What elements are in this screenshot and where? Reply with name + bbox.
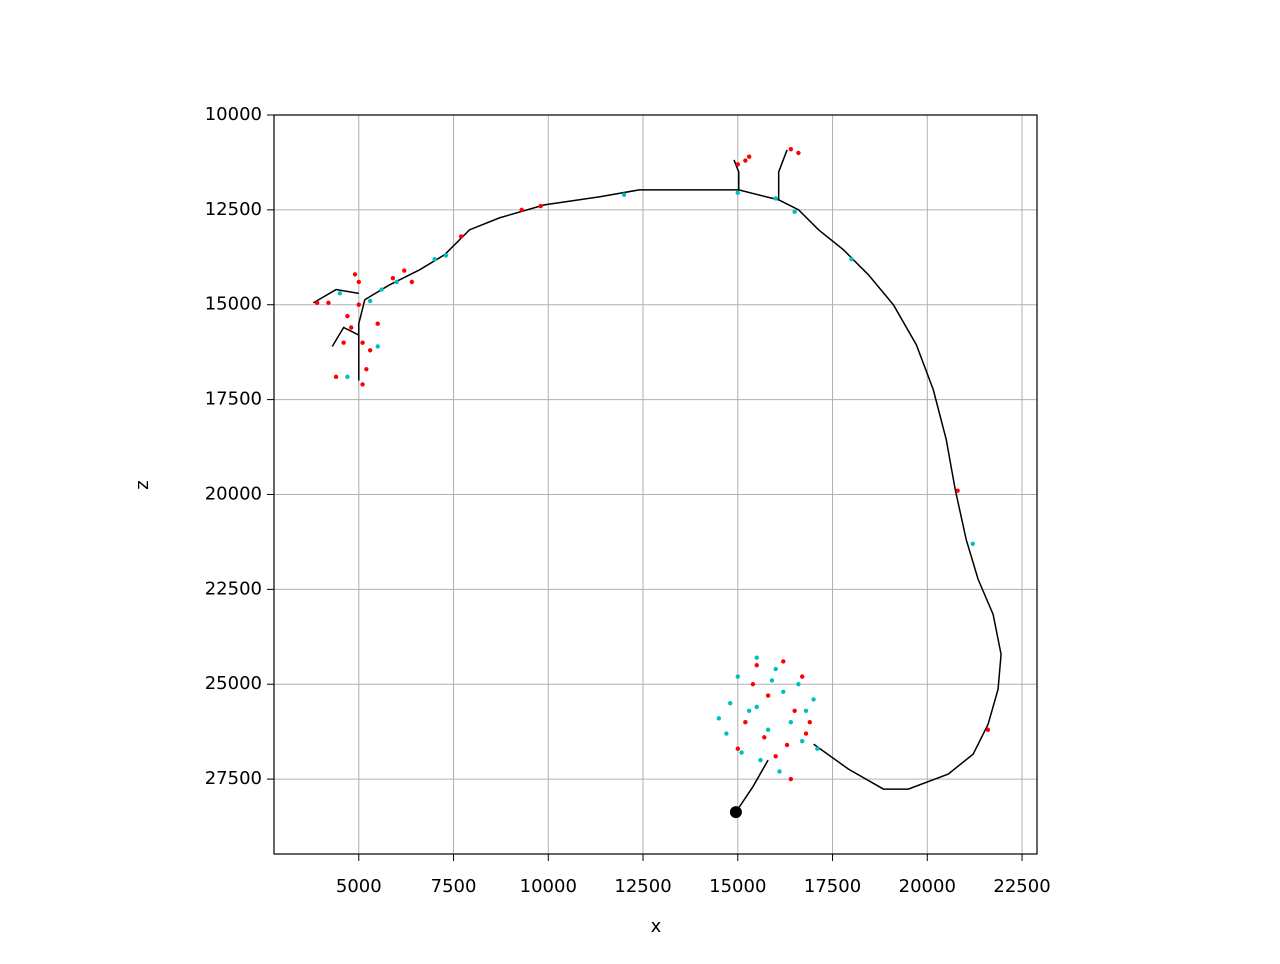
point bbox=[724, 731, 729, 736]
x-tick-label: 22500 bbox=[993, 876, 1050, 897]
point bbox=[735, 674, 740, 679]
x-tick-label: 7500 bbox=[431, 876, 477, 897]
point bbox=[781, 659, 786, 664]
point bbox=[739, 750, 744, 755]
point bbox=[735, 162, 740, 167]
point bbox=[815, 746, 820, 751]
point bbox=[326, 300, 331, 306]
point bbox=[796, 682, 801, 687]
y-tick-label: 22500 bbox=[205, 578, 262, 599]
point bbox=[458, 234, 464, 239]
point bbox=[807, 719, 812, 725]
point bbox=[735, 190, 740, 195]
point bbox=[356, 302, 361, 307]
point bbox=[849, 257, 854, 262]
point bbox=[773, 666, 778, 672]
point bbox=[432, 257, 437, 262]
point bbox=[754, 655, 759, 660]
point bbox=[538, 203, 543, 209]
y-tick-label: 10000 bbox=[205, 104, 262, 125]
point bbox=[333, 374, 339, 380]
point bbox=[394, 279, 399, 285]
point bbox=[765, 693, 771, 698]
x-axis-label: x bbox=[651, 916, 662, 937]
point bbox=[729, 806, 742, 819]
point bbox=[773, 754, 778, 759]
point bbox=[345, 374, 350, 380]
y-tick-label: 25000 bbox=[205, 673, 262, 694]
plot-frame bbox=[273, 114, 1038, 855]
x-tick-label: 15000 bbox=[709, 876, 766, 897]
point bbox=[367, 298, 373, 304]
point bbox=[792, 209, 797, 214]
point bbox=[379, 287, 384, 292]
point bbox=[746, 708, 752, 713]
point bbox=[364, 367, 369, 372]
point bbox=[314, 300, 320, 306]
point bbox=[750, 682, 756, 687]
point bbox=[337, 291, 343, 296]
point bbox=[955, 488, 960, 493]
point bbox=[762, 735, 767, 740]
point bbox=[796, 150, 801, 156]
point bbox=[758, 757, 763, 763]
point bbox=[800, 738, 805, 744]
point bbox=[765, 727, 771, 732]
point bbox=[743, 158, 748, 163]
y-tick-label: 27500 bbox=[205, 768, 262, 789]
point bbox=[735, 746, 740, 751]
point bbox=[349, 325, 354, 330]
point bbox=[728, 700, 733, 706]
point bbox=[792, 708, 797, 713]
point bbox=[390, 275, 396, 281]
point bbox=[754, 704, 759, 710]
y-tick-label: 17500 bbox=[205, 389, 262, 410]
point bbox=[781, 689, 786, 695]
y-tick-label: 20000 bbox=[205, 483, 262, 504]
y-tick-label: 15000 bbox=[205, 294, 262, 315]
point bbox=[777, 769, 782, 774]
point bbox=[409, 279, 415, 285]
point bbox=[985, 727, 991, 732]
x-tick-label: 10000 bbox=[520, 876, 577, 897]
point bbox=[352, 272, 358, 277]
point bbox=[356, 279, 361, 285]
point bbox=[341, 340, 346, 345]
point bbox=[360, 382, 365, 387]
point bbox=[716, 716, 722, 721]
point bbox=[803, 731, 809, 736]
point bbox=[443, 253, 449, 258]
point bbox=[800, 674, 805, 679]
point bbox=[769, 678, 775, 683]
point bbox=[519, 207, 524, 213]
point bbox=[621, 192, 627, 197]
point bbox=[754, 663, 759, 668]
x-tick-label: 5000 bbox=[336, 876, 382, 897]
point bbox=[773, 196, 778, 201]
point bbox=[402, 268, 407, 273]
point bbox=[788, 776, 794, 782]
y-tick-label: 12500 bbox=[205, 199, 262, 220]
y-axis-label: z bbox=[132, 480, 153, 489]
point bbox=[375, 344, 380, 349]
x-tick-label: 17500 bbox=[804, 876, 861, 897]
point bbox=[367, 348, 373, 353]
point bbox=[375, 321, 380, 326]
point bbox=[811, 697, 816, 702]
point bbox=[788, 719, 794, 725]
point bbox=[746, 154, 752, 159]
point bbox=[360, 340, 365, 345]
point bbox=[784, 742, 790, 748]
x-tick-label: 20000 bbox=[899, 876, 956, 897]
trace-line bbox=[312, 149, 1002, 813]
point bbox=[970, 541, 975, 547]
point bbox=[743, 719, 748, 725]
x-tick-label: 12500 bbox=[614, 876, 671, 897]
point bbox=[345, 313, 350, 319]
point bbox=[788, 146, 794, 152]
point bbox=[803, 708, 809, 713]
